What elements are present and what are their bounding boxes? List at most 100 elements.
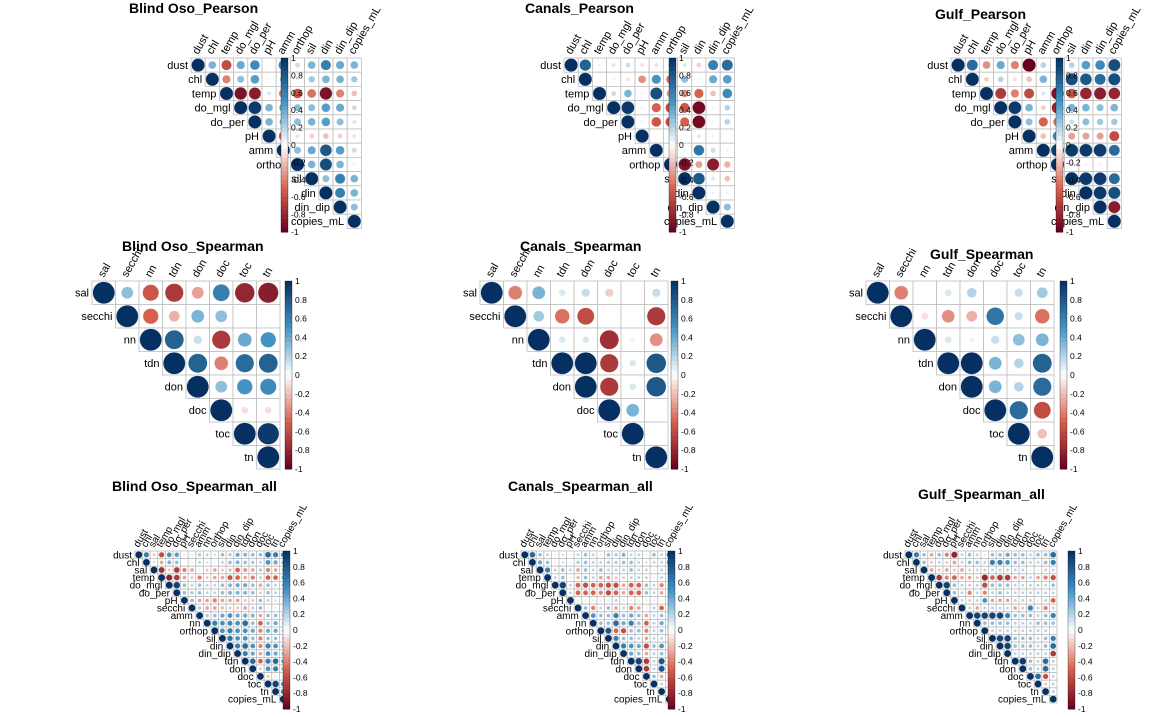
correlation-circle bbox=[921, 552, 927, 557]
correlation-circle bbox=[576, 560, 580, 565]
correlation-circle bbox=[1010, 60, 1020, 70]
colorbar-segment bbox=[1068, 633, 1075, 639]
correlation-circle bbox=[583, 560, 588, 565]
correlation-circle bbox=[1082, 118, 1090, 126]
correlation-circle bbox=[644, 590, 649, 595]
correlation-circle bbox=[307, 103, 316, 112]
correlation-circle bbox=[706, 158, 720, 171]
colorbar-segment bbox=[281, 205, 288, 211]
correlation-circle bbox=[242, 650, 249, 657]
correlation-circle bbox=[150, 566, 158, 574]
colorbar-segment bbox=[669, 179, 676, 185]
correlation-circle bbox=[619, 649, 628, 658]
correlation-circle bbox=[583, 567, 588, 573]
colorbar-segment bbox=[668, 558, 675, 564]
row-label: secchi bbox=[157, 604, 185, 615]
correlation-circle bbox=[568, 568, 573, 572]
colorbar-segment bbox=[285, 304, 292, 310]
correlation-circle bbox=[568, 591, 573, 595]
correlation-circle bbox=[652, 583, 656, 587]
correlation-circle bbox=[258, 613, 263, 618]
correlation-circle bbox=[628, 590, 634, 596]
correlation-circle bbox=[967, 552, 972, 557]
correlation-circle bbox=[262, 129, 276, 143]
grid-cell bbox=[620, 304, 645, 329]
column-label: nn bbox=[143, 263, 160, 280]
colorbar-segment bbox=[283, 622, 290, 627]
row-label: tdn bbox=[224, 657, 238, 668]
correlation-circle bbox=[912, 558, 921, 567]
correlation-circle bbox=[532, 286, 546, 300]
correlation-circle bbox=[1032, 353, 1052, 373]
colorbar-segment bbox=[1068, 602, 1075, 607]
correlation-circle bbox=[159, 560, 164, 565]
correlation-circle bbox=[960, 583, 964, 587]
correlation-circle bbox=[1037, 428, 1048, 439]
correlation-circle bbox=[1042, 665, 1049, 672]
colorbar-segment bbox=[281, 88, 288, 94]
correlation-circle bbox=[1036, 636, 1040, 641]
colorbar-tick-label: 0.6 bbox=[293, 578, 305, 588]
colorbar-tick-label: -0.6 bbox=[295, 426, 310, 436]
correlation-circle bbox=[643, 643, 650, 649]
colorbar-segment bbox=[668, 701, 675, 706]
correlation-circle bbox=[1064, 171, 1079, 186]
correlation-circle bbox=[635, 665, 643, 673]
correlation-circle bbox=[321, 75, 330, 84]
correlation-circle bbox=[213, 583, 217, 587]
colorbar-segment bbox=[669, 214, 676, 220]
grid-cell bbox=[644, 421, 669, 446]
colorbar-segment bbox=[285, 285, 292, 291]
row-label: tn bbox=[260, 687, 268, 698]
colorbar-tick-label: -1 bbox=[1070, 464, 1078, 474]
correlation-circle bbox=[989, 559, 996, 566]
correlation-circle bbox=[243, 598, 247, 603]
row-label: do_mgl bbox=[130, 581, 163, 592]
correlation-circle bbox=[1020, 575, 1025, 580]
correlation-circle bbox=[1021, 591, 1025, 595]
colorbar-tick-label: 0.2 bbox=[678, 609, 690, 619]
correlation-circle bbox=[637, 599, 641, 602]
correlation-circle bbox=[220, 606, 225, 610]
colorbar-segment bbox=[671, 342, 678, 348]
colorbar-segment bbox=[1060, 360, 1067, 367]
colorbar-segment bbox=[669, 197, 676, 203]
correlation-circle bbox=[996, 60, 1006, 70]
correlation-circle bbox=[307, 88, 317, 99]
correlation-circle bbox=[988, 380, 1002, 394]
colorbar-tick-label: -1 bbox=[681, 464, 689, 474]
correlation-circle bbox=[213, 553, 217, 557]
column-label: doc bbox=[987, 258, 1007, 280]
correlation-circle bbox=[351, 147, 358, 154]
correlation-circle bbox=[706, 200, 720, 214]
correlation-circle bbox=[652, 568, 656, 572]
colorbar-segment bbox=[669, 218, 676, 224]
colorbar-segment bbox=[1060, 412, 1067, 418]
correlation-circle bbox=[173, 589, 181, 597]
correlation-circle bbox=[960, 352, 983, 375]
correlation-circle bbox=[320, 59, 332, 71]
panel-title: Canals_Spearman_all bbox=[508, 478, 653, 494]
colorbar-segment bbox=[1060, 337, 1067, 343]
colorbar-tick-label: -0.2 bbox=[679, 157, 694, 167]
row-label: pH bbox=[935, 596, 948, 607]
correlation-circle bbox=[960, 375, 983, 398]
correlation-circle bbox=[212, 567, 217, 573]
correlation-circle bbox=[1004, 642, 1012, 650]
correlation-circle bbox=[1010, 89, 1020, 98]
colorbar-segment bbox=[1056, 171, 1063, 176]
colorbar-segment bbox=[1056, 140, 1063, 146]
correlation-circle bbox=[1028, 613, 1033, 618]
correlation-circle bbox=[1051, 583, 1056, 588]
colorbar-segment bbox=[1068, 558, 1075, 564]
colorbar-segment bbox=[283, 665, 290, 670]
colorbar-segment bbox=[671, 393, 678, 399]
correlation-circle bbox=[1028, 659, 1033, 664]
correlation-circle bbox=[1043, 575, 1049, 581]
correlation-circle bbox=[319, 144, 333, 157]
correlation-circle bbox=[1043, 568, 1048, 572]
correlation-circle bbox=[637, 560, 641, 565]
colorbar-segment bbox=[281, 166, 288, 172]
correlation-circle bbox=[652, 667, 656, 671]
colorbar-segment bbox=[283, 653, 290, 659]
